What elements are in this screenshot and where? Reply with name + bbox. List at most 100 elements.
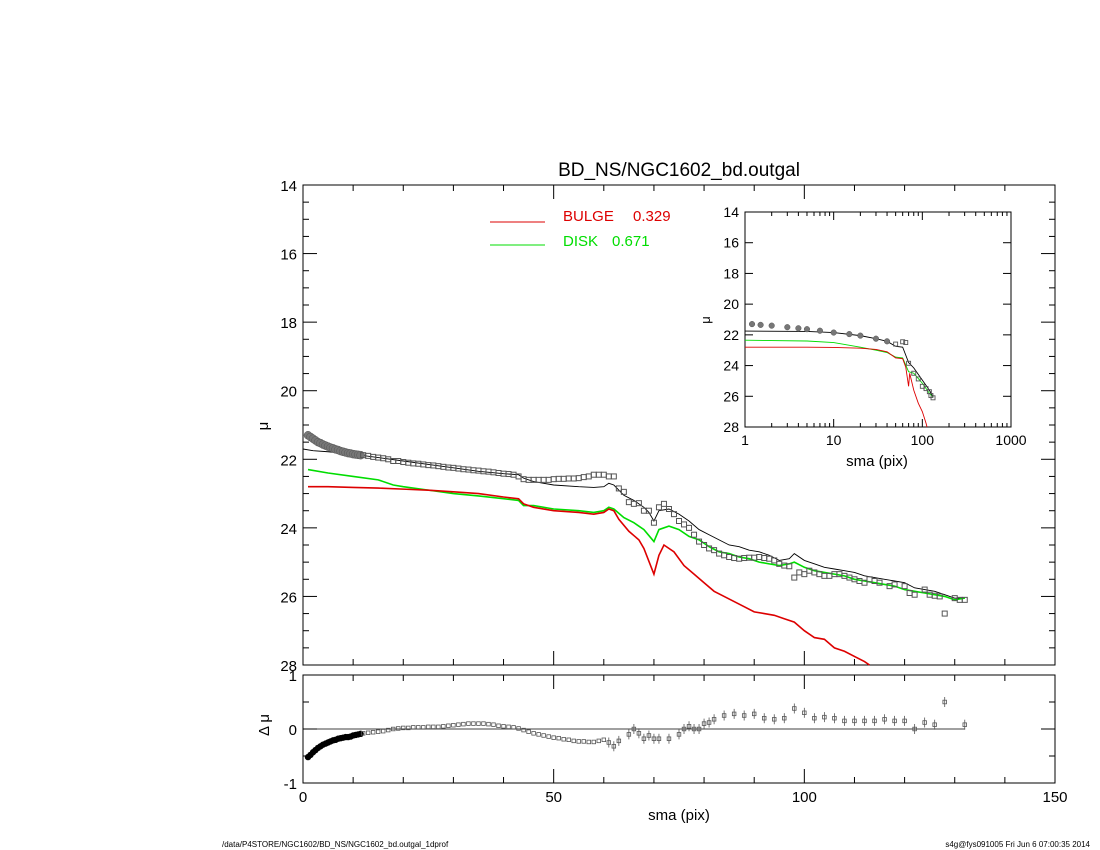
inset-plot-frame	[744, 211, 1012, 428]
residual-point	[812, 716, 817, 721]
residual-point	[631, 726, 637, 732]
residual-point	[832, 716, 837, 721]
residual-point	[456, 722, 461, 727]
residual-point	[701, 721, 707, 726]
residual-point	[852, 718, 857, 724]
residual-point	[606, 740, 612, 745]
residual-point	[386, 727, 391, 733]
residual-point	[561, 737, 566, 742]
residual-point	[360, 731, 366, 736]
main-observed-point	[655, 504, 662, 511]
main-observed-point	[691, 531, 698, 538]
inset-observed-point	[872, 335, 880, 342]
inset-xtick-label: 1000	[995, 432, 1026, 448]
main-observed-point	[766, 555, 773, 562]
residual-point	[441, 724, 446, 729]
inset-observed-point	[900, 339, 906, 345]
residual-point	[541, 733, 546, 738]
main-observed-point	[681, 521, 688, 528]
main-observed-point	[726, 554, 733, 560]
main-observed-point	[670, 511, 677, 518]
residual-point	[691, 726, 697, 732]
residual-point	[711, 717, 717, 722]
inset-observed-point	[795, 325, 802, 332]
residual-point	[391, 726, 396, 732]
main-ytick-label: 16	[280, 247, 297, 264]
residual-point	[436, 724, 441, 730]
main-observed-point	[610, 473, 617, 480]
main-observed-point	[585, 473, 592, 480]
main-observed-point	[595, 471, 602, 478]
residual-point	[536, 732, 541, 737]
residual-point	[676, 732, 682, 737]
inset-observed-point	[923, 386, 929, 392]
residual-point	[581, 739, 586, 744]
residual-point	[476, 721, 481, 726]
residual-point	[486, 721, 491, 727]
inset-ytick-label: 28	[723, 419, 739, 435]
legend-bulge-label: BULGE	[563, 208, 614, 225]
residual-point	[461, 721, 466, 727]
residual-point	[556, 735, 561, 741]
residual-point	[381, 728, 386, 734]
main-observed-point	[400, 459, 407, 466]
residual-point	[651, 736, 657, 741]
main-observed-point	[620, 488, 627, 495]
residual-point	[421, 725, 426, 730]
residual-point	[511, 725, 516, 730]
residual-point	[626, 732, 632, 737]
inset-xtick-label: 1	[741, 432, 749, 448]
residual-point	[431, 724, 436, 730]
main-observed-point	[665, 506, 672, 512]
inset-observed-point	[748, 321, 756, 328]
main-observed-point	[540, 476, 547, 483]
inset-observed-point	[816, 327, 823, 334]
residual-point	[942, 699, 947, 705]
main-observed-point	[756, 554, 763, 560]
chart-title: BD_NS/NGC1602_bd.outgal	[558, 160, 800, 181]
residual-point	[591, 739, 596, 745]
residual-point	[902, 718, 907, 724]
inset-series-bulge-line	[745, 346, 928, 428]
residual-point	[396, 726, 401, 731]
inset-series-disk-line	[744, 339, 934, 398]
residual-point	[576, 739, 581, 744]
main-observed-point	[901, 583, 908, 590]
main-observed-point	[921, 586, 928, 593]
residual-point	[375, 729, 381, 734]
inset-observed-point	[830, 329, 837, 336]
residual-point	[892, 718, 897, 724]
residual-ytick-label: -1	[284, 776, 297, 793]
residual-point	[416, 725, 421, 730]
residual-point	[531, 731, 536, 736]
residual-point	[546, 734, 551, 739]
legend-disk-value: 0.671	[612, 233, 650, 250]
main-observed-point	[701, 542, 708, 548]
main-observed-point	[405, 459, 412, 466]
main-observed-point	[961, 596, 968, 603]
residual-point	[912, 726, 917, 732]
residual-point	[772, 717, 777, 722]
residual-point	[426, 724, 431, 730]
residual-point	[646, 733, 652, 738]
residual-point	[481, 721, 486, 726]
residual-point	[611, 744, 617, 749]
main-series-disk-line	[307, 468, 965, 601]
inset-xlabel: sma (pix)	[846, 453, 908, 470]
inset-plot-panel: 14 16 18 20 22 24 26 281 10 100 1000	[723, 204, 1026, 448]
main-series-bulge-line	[308, 485, 870, 666]
residual-point	[496, 723, 501, 728]
residual-point	[842, 718, 847, 724]
residual-point	[466, 721, 471, 726]
legend-bulge-value: 0.329	[633, 208, 671, 225]
inset-observed-point	[857, 332, 864, 339]
inset-observed-point	[911, 370, 917, 376]
main-ytick-label: 18	[280, 315, 297, 332]
inset-ytick-label: 18	[723, 265, 739, 281]
residual-point	[862, 718, 867, 724]
main-observed-point	[565, 475, 572, 482]
residual-point	[706, 720, 712, 725]
residual-point	[506, 724, 511, 730]
residual-point	[451, 723, 456, 728]
